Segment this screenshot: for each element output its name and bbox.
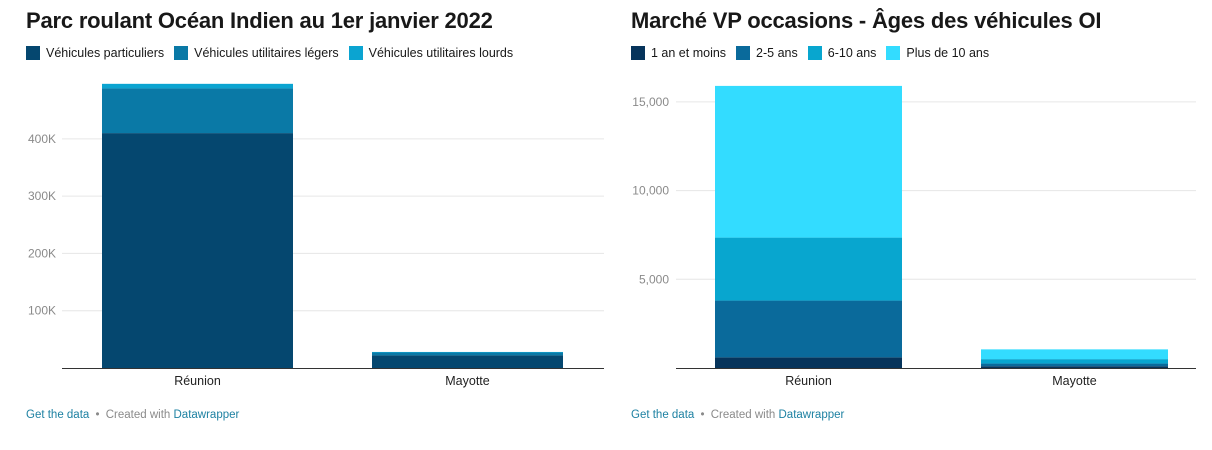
chart-title: Marché VP occasions - Âges des véhicules… (631, 8, 1102, 33)
get-the-data-link[interactable]: Get the data (26, 409, 90, 421)
bar-segment-runion-2[interactable] (715, 237, 902, 301)
legend-label: 6-10 ans (827, 46, 877, 60)
bar-segment-mayotte-0[interactable] (372, 355, 563, 368)
legend-swatch (348, 46, 363, 60)
legend-item: 1 an et moins (631, 46, 726, 60)
chart-legend: Véhicules particuliers Véhicules utilitai… (26, 46, 523, 60)
bar-segment-runion-1[interactable] (715, 300, 902, 358)
y-tick-label: 10,000 (632, 184, 669, 198)
chart-panel-left: Parc roulant Océan Indien au 1er janvier… (26, 8, 604, 421)
legend-item: Plus de 10 ans (886, 46, 989, 60)
bar-chart: 100K 200K 300K 400K Réunion Mayotte (28, 83, 604, 388)
x-category-label: Réunion (174, 374, 221, 388)
legend-item: Véhicules utilitaires lourds (348, 46, 514, 60)
y-tick-label: 300K (28, 189, 56, 203)
chart-title: Parc roulant Océan Indien au 1er janvier… (26, 8, 493, 33)
created-with-text: Created with (710, 409, 776, 421)
bar-segment-runion-0[interactable] (715, 357, 902, 368)
legend-label: Véhicules utilitaires légers (194, 46, 339, 60)
bar-segment-mayotte-3[interactable] (981, 349, 1168, 360)
bar-chart: 5,000 10,000 15,000 Réunion Mayotte (632, 85, 1196, 388)
footer-separator: • (700, 409, 705, 421)
legend-item: 2-5 ans (736, 46, 798, 60)
legend-label: Plus de 10 ans (906, 46, 990, 60)
bar-segment-mayotte-1[interactable] (372, 352, 563, 356)
datawrapper-link[interactable]: Datawrapper (778, 409, 845, 421)
legend-item: 6-10 ans (807, 46, 877, 60)
bar-segment-runion-0[interactable] (102, 133, 293, 368)
y-tick-label: 400K (28, 132, 56, 146)
legend-swatch (26, 46, 40, 60)
footer-separator: • (95, 409, 100, 421)
legend-label: Véhicules utilitaires lourds (368, 46, 514, 60)
y-tick-label: 100K (28, 304, 56, 318)
x-category-label: Mayotte (1052, 374, 1097, 388)
legend-swatch (736, 46, 751, 60)
chart-footer: Get the data • Created with Datawrapper (26, 409, 239, 421)
get-the-data-link[interactable]: Get the data (631, 409, 695, 421)
legend-swatch (807, 46, 822, 60)
legend-item: Véhicules utilitaires légers (174, 46, 339, 60)
y-tick-label: 200K (28, 246, 56, 260)
bar-segment-mayotte-1[interactable] (981, 363, 1168, 367)
chart-legend: 1 an et moins 2-5 ans 6-10 ans Plus de 10 a… (631, 46, 999, 60)
bar-segment-mayotte-2[interactable] (372, 351, 563, 353)
x-category-label: Réunion (785, 374, 832, 388)
datawrapper-link[interactable]: Datawrapper (173, 409, 240, 421)
chart-footer: Get the data • Created with Datawrapper (631, 409, 844, 421)
legend-swatch (886, 46, 901, 60)
created-with-text: Created with (105, 409, 171, 421)
bar-segment-mayotte-0[interactable] (981, 366, 1168, 368)
bar-segment-runion-1[interactable] (102, 88, 293, 134)
legend-label: 1 an et moins (651, 46, 727, 60)
bar-segment-mayotte-2[interactable] (981, 359, 1168, 364)
y-tick-label: 15,000 (632, 95, 669, 109)
bar-segment-runion-3[interactable] (715, 85, 902, 238)
legend-swatch (631, 46, 645, 60)
x-category-label: Mayotte (445, 374, 490, 388)
chart-panel-right: Marché VP occasions - Âges des véhicules… (606, 0, 1212, 450)
legend-item: Véhicules particuliers (26, 46, 164, 60)
legend-label: Véhicules particuliers (46, 46, 165, 60)
legend-label: 2-5 ans (756, 46, 798, 60)
y-tick-label: 5,000 (639, 272, 669, 286)
legend-swatch (174, 46, 189, 60)
bar-segment-runion-2[interactable] (102, 83, 293, 89)
